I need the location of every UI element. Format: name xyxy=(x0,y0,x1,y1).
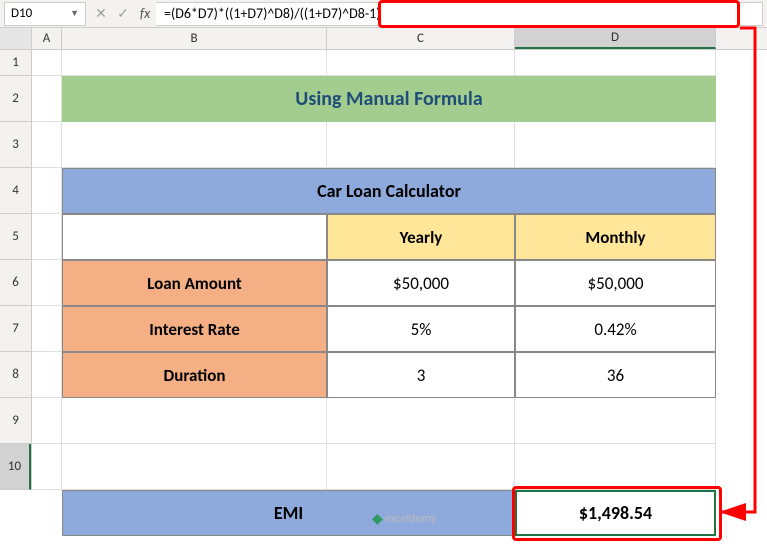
formula-text: =(D6*D7)*((1+D7)^D8)/((1+D7)^D8-1) xyxy=(164,5,381,22)
row-header-2[interactable]: 2 xyxy=(0,76,31,122)
row-loan-label: Loan Amount xyxy=(62,260,327,306)
col-header-d[interactable]: D xyxy=(515,28,716,49)
col-monthly-header: Monthly xyxy=(515,214,716,260)
row-header-6[interactable]: 6 xyxy=(0,260,31,306)
chevron-down-icon[interactable]: ▼ xyxy=(70,8,79,19)
row-headers: 1 2 3 4 5 6 7 8 9 10 xyxy=(0,50,32,490)
col-header-b[interactable]: B xyxy=(62,28,327,49)
table-header: Car Loan Calculator xyxy=(62,168,716,214)
rate-yearly[interactable]: 5% xyxy=(327,306,515,352)
name-box[interactable]: D10 ▼ xyxy=(4,2,86,26)
row-rate-label: Interest Rate xyxy=(62,306,327,352)
formula-cancel-icon: ✕ xyxy=(90,5,112,22)
loan-monthly[interactable]: $50,000 xyxy=(515,260,716,306)
emi-value-cell[interactable]: $1,498.54 xyxy=(515,490,716,536)
select-all-corner[interactable] xyxy=(0,28,32,49)
watermark-icon: ◆ xyxy=(372,510,383,527)
row-duration-label: Duration xyxy=(62,352,327,398)
rate-monthly[interactable]: 0.42% xyxy=(515,306,716,352)
row-header-4[interactable]: 4 xyxy=(0,168,31,214)
row-header-5[interactable]: 5 xyxy=(0,214,31,260)
row-header-1[interactable]: 1 xyxy=(0,50,31,76)
row-header-7[interactable]: 7 xyxy=(0,306,31,352)
formula-enter-icon: ✓ xyxy=(112,5,134,22)
spreadsheet-grid: A B C D 1 2 3 4 5 6 7 8 9 10 U xyxy=(0,28,767,490)
name-box-value: D10 xyxy=(11,6,32,21)
formula-bar-row: D10 ▼ ✕ ✓ fx =(D6*D7)*((1+D7)^D8)/((1+D7… xyxy=(0,0,767,28)
formula-bar-input[interactable]: =(D6*D7)*((1+D7)^D8)/((1+D7)^D8-1) xyxy=(156,2,763,26)
column-headers: A B C D xyxy=(0,28,767,50)
row-header-3[interactable]: 3 xyxy=(0,122,31,168)
col-header-c[interactable]: C xyxy=(327,28,515,49)
col-yearly-header: Yearly xyxy=(327,214,515,260)
row-header-8[interactable]: 8 xyxy=(0,352,31,398)
duration-yearly[interactable]: 3 xyxy=(327,352,515,398)
table-blank-header xyxy=(62,214,327,260)
row-header-10[interactable]: 10 xyxy=(0,444,31,490)
col-header-a[interactable]: A xyxy=(32,28,62,49)
duration-monthly[interactable]: 36 xyxy=(515,352,716,398)
cell-area[interactable]: Using Manual Formula Car Loan Calculator… xyxy=(32,50,767,490)
loan-yearly[interactable]: $50,000 xyxy=(327,260,515,306)
row-header-9[interactable]: 9 xyxy=(0,398,31,444)
sheet-title: Using Manual Formula xyxy=(62,76,716,122)
emi-label: EMI xyxy=(62,490,515,536)
watermark: ◆ exceldemy xyxy=(372,510,436,527)
fx-icon[interactable]: fx xyxy=(134,5,156,22)
watermark-text: exceldemy xyxy=(385,512,437,526)
loan-table: Car Loan Calculator Yearly Monthly Loan … xyxy=(62,168,716,398)
